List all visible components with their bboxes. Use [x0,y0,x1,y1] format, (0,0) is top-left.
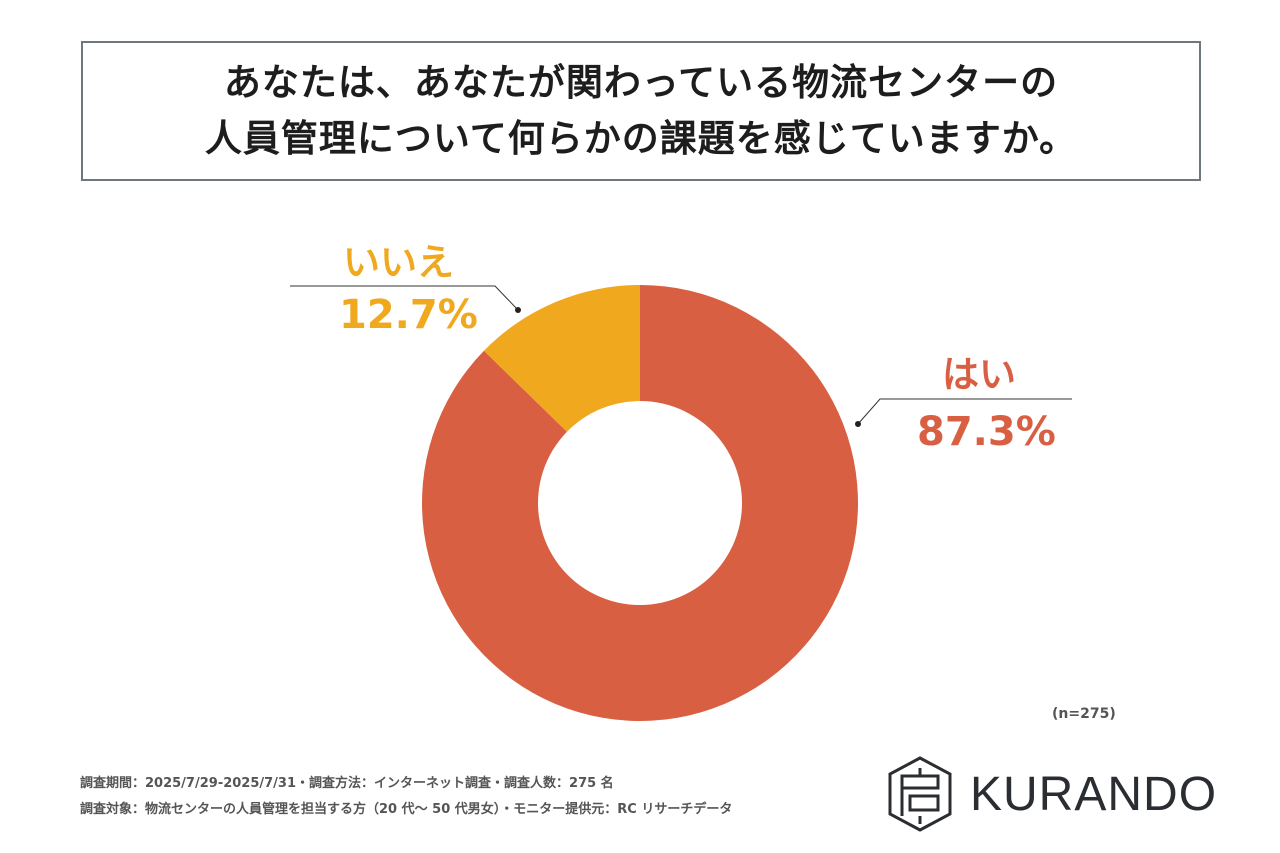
logo-text: KURANDO [970,767,1218,821]
title-line-1: あなたは、あなたが関わっている物流センターの [223,61,1059,104]
donut-slice-hai [421,285,858,721]
label-iie-value: 12.7% [339,292,478,338]
sample-size: (n=275) [1052,706,1116,722]
label-hai-value: 87.3% [917,409,1056,455]
leader-line-iie [290,285,521,313]
title-box: あなたは、あなたが関わっている物流センターの 人員管理について何らかの課題を感じ… [81,41,1201,181]
leader-line-hai [855,398,1072,427]
label-iie-category: いいえ [343,241,454,284]
kurando-logo: KURANDO [888,756,1217,832]
donut-slice-iie [483,285,640,432]
label-hai-category: はい [942,353,1016,396]
kurando-hexagon-logo-icon [888,756,952,832]
footer-survey-info: 調査期間：2025/7/29-2025/7/31・調査方法：インターネット調査・… [80,776,614,791]
footer-survey-target: 調査対象：物流センターの人員管理を担当する方（20 代～ 50 代男女）・モニタ… [80,802,733,817]
title-line-2: 人員管理について何らかの課題を感じていますか。 [204,117,1078,160]
